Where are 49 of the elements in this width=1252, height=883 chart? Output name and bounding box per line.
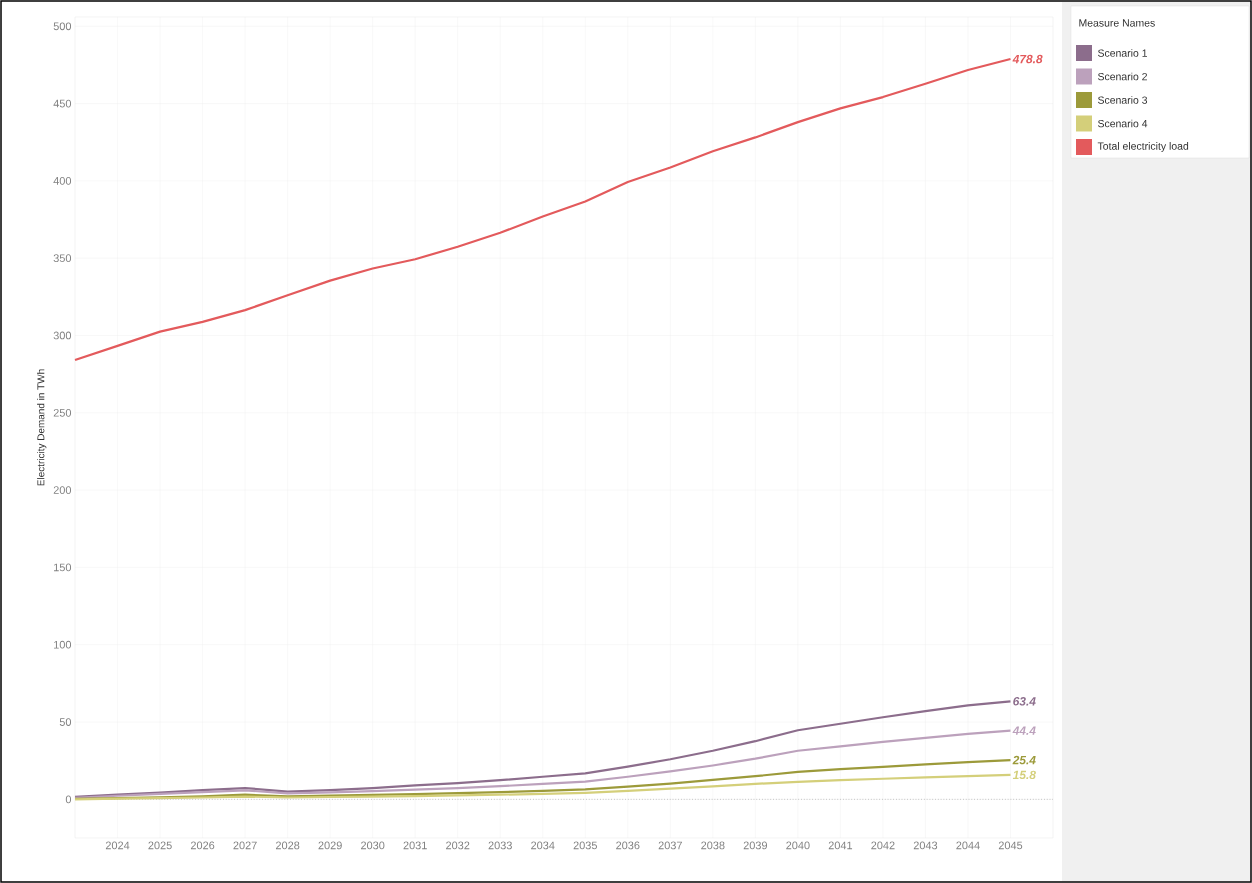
x-tick-label: 2027 — [233, 841, 257, 850]
y-tick-label: 350 — [53, 254, 72, 263]
x-tick-label: 2029 — [318, 841, 342, 850]
data-label: 63.4 — [1013, 697, 1036, 706]
x-tick-label: 2039 — [743, 841, 768, 850]
x-tick-label: 2042 — [871, 841, 895, 850]
data-label: 25.4 — [1012, 755, 1036, 765]
y-tick-label: 150 — [54, 563, 72, 572]
x-tick-label: 2043 — [913, 841, 938, 850]
legend-label: Scenario 2 — [1097, 72, 1147, 81]
y-tick-label: 500 — [53, 22, 72, 31]
y-tick-label: 0 — [65, 795, 72, 804]
x-tick-label: 2034 — [531, 841, 555, 850]
x-tick-label: 2032 — [446, 841, 470, 850]
x-tick-label: 2037 — [658, 841, 682, 850]
legend-label: Total electricity load — [1097, 142, 1189, 152]
x-tick-label: 2024 — [105, 841, 130, 850]
line-series — [73, 729, 1012, 799]
x-tick-label: 2041 — [828, 841, 853, 850]
data-label: 15.8 — [1012, 770, 1036, 780]
y-tick-label: 200 — [53, 486, 72, 494]
legend-label: Scenario 4 — [1097, 119, 1148, 128]
x-tick-label: 2028 — [275, 841, 300, 850]
x-tick-label: 2031 — [403, 841, 427, 850]
line-series — [73, 700, 1012, 798]
y-tick-label: 100 — [54, 640, 72, 649]
x-tick-label: 2033 — [488, 841, 512, 850]
x-tick-label: 2026 — [190, 841, 215, 850]
y-tick-label: 300 — [53, 331, 72, 340]
legend-title: Measure Names — [1079, 19, 1155, 27]
data-label: 478.8 — [1012, 54, 1043, 64]
x-tick-label: 2030 — [361, 841, 385, 850]
x-tick-label: 2038 — [701, 841, 725, 850]
x-tick-label: 2036 — [616, 841, 640, 850]
line-series — [73, 773, 1012, 801]
x-tick-label: 2044 — [956, 841, 980, 850]
y-axis-title: Electricity Demand in TWh — [37, 369, 47, 486]
x-tick-label: 2035 — [573, 841, 597, 850]
y-tick-label: 50 — [59, 718, 72, 726]
y-tick-label: 400 — [53, 177, 72, 185]
y-tick-label: 450 — [53, 99, 72, 108]
data-label: 44.4 — [1012, 726, 1036, 735]
x-tick-label: 2040 — [786, 841, 810, 850]
y-tick-label: 250 — [53, 408, 72, 417]
x-tick-label: 2025 — [148, 841, 172, 850]
line-series — [73, 57, 1012, 362]
legend-label: Scenario 1 — [1097, 49, 1147, 57]
legend-label: Scenario 3 — [1097, 96, 1148, 104]
x-tick-label: 2045 — [998, 841, 1023, 850]
